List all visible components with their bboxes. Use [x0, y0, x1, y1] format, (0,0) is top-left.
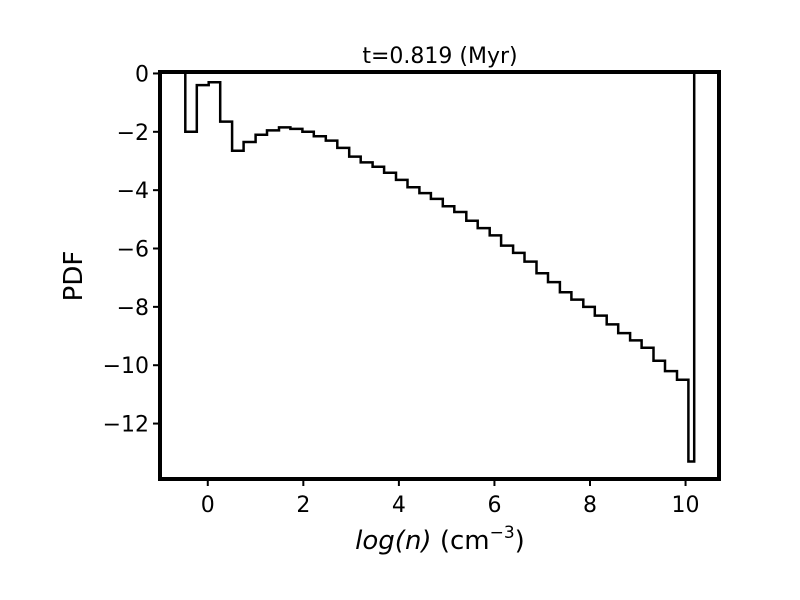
plot-frame: [158, 70, 721, 481]
y-tick-label: 0: [135, 62, 149, 87]
pdf-step-line: [184, 72, 696, 463]
x-tick-label: 4: [392, 493, 406, 518]
y-axis-label: PDF: [59, 251, 89, 302]
y-tick-label: −6: [117, 238, 149, 263]
y-tick-label: −12: [103, 413, 149, 438]
x-axis-label-unit: (cm: [432, 526, 490, 556]
y-axis-ticks: 0 −2 −4 −6 −8 −10 −12: [103, 62, 160, 438]
y-tick-label: −2: [117, 121, 149, 146]
chart-title: t=0.819 (Myr): [362, 44, 517, 69]
y-tick-label: −8: [117, 296, 149, 321]
x-tick-label: 2: [296, 493, 310, 518]
x-tick-label: 8: [583, 493, 597, 518]
x-axis-label-exponent: −3: [490, 523, 515, 543]
x-axis-ticks: 0 2 4 6 8 10: [201, 479, 700, 518]
x-tick-label: 10: [672, 493, 700, 518]
x-axis-label-close: ): [515, 526, 525, 556]
x-axis-label: log(n) (cm−3): [355, 523, 525, 556]
x-tick-label: 0: [201, 493, 215, 518]
y-tick-label: −10: [103, 354, 149, 379]
x-tick-label: 6: [487, 493, 501, 518]
x-axis-label-math: log(n): [355, 526, 431, 556]
y-tick-label: −4: [117, 179, 149, 204]
